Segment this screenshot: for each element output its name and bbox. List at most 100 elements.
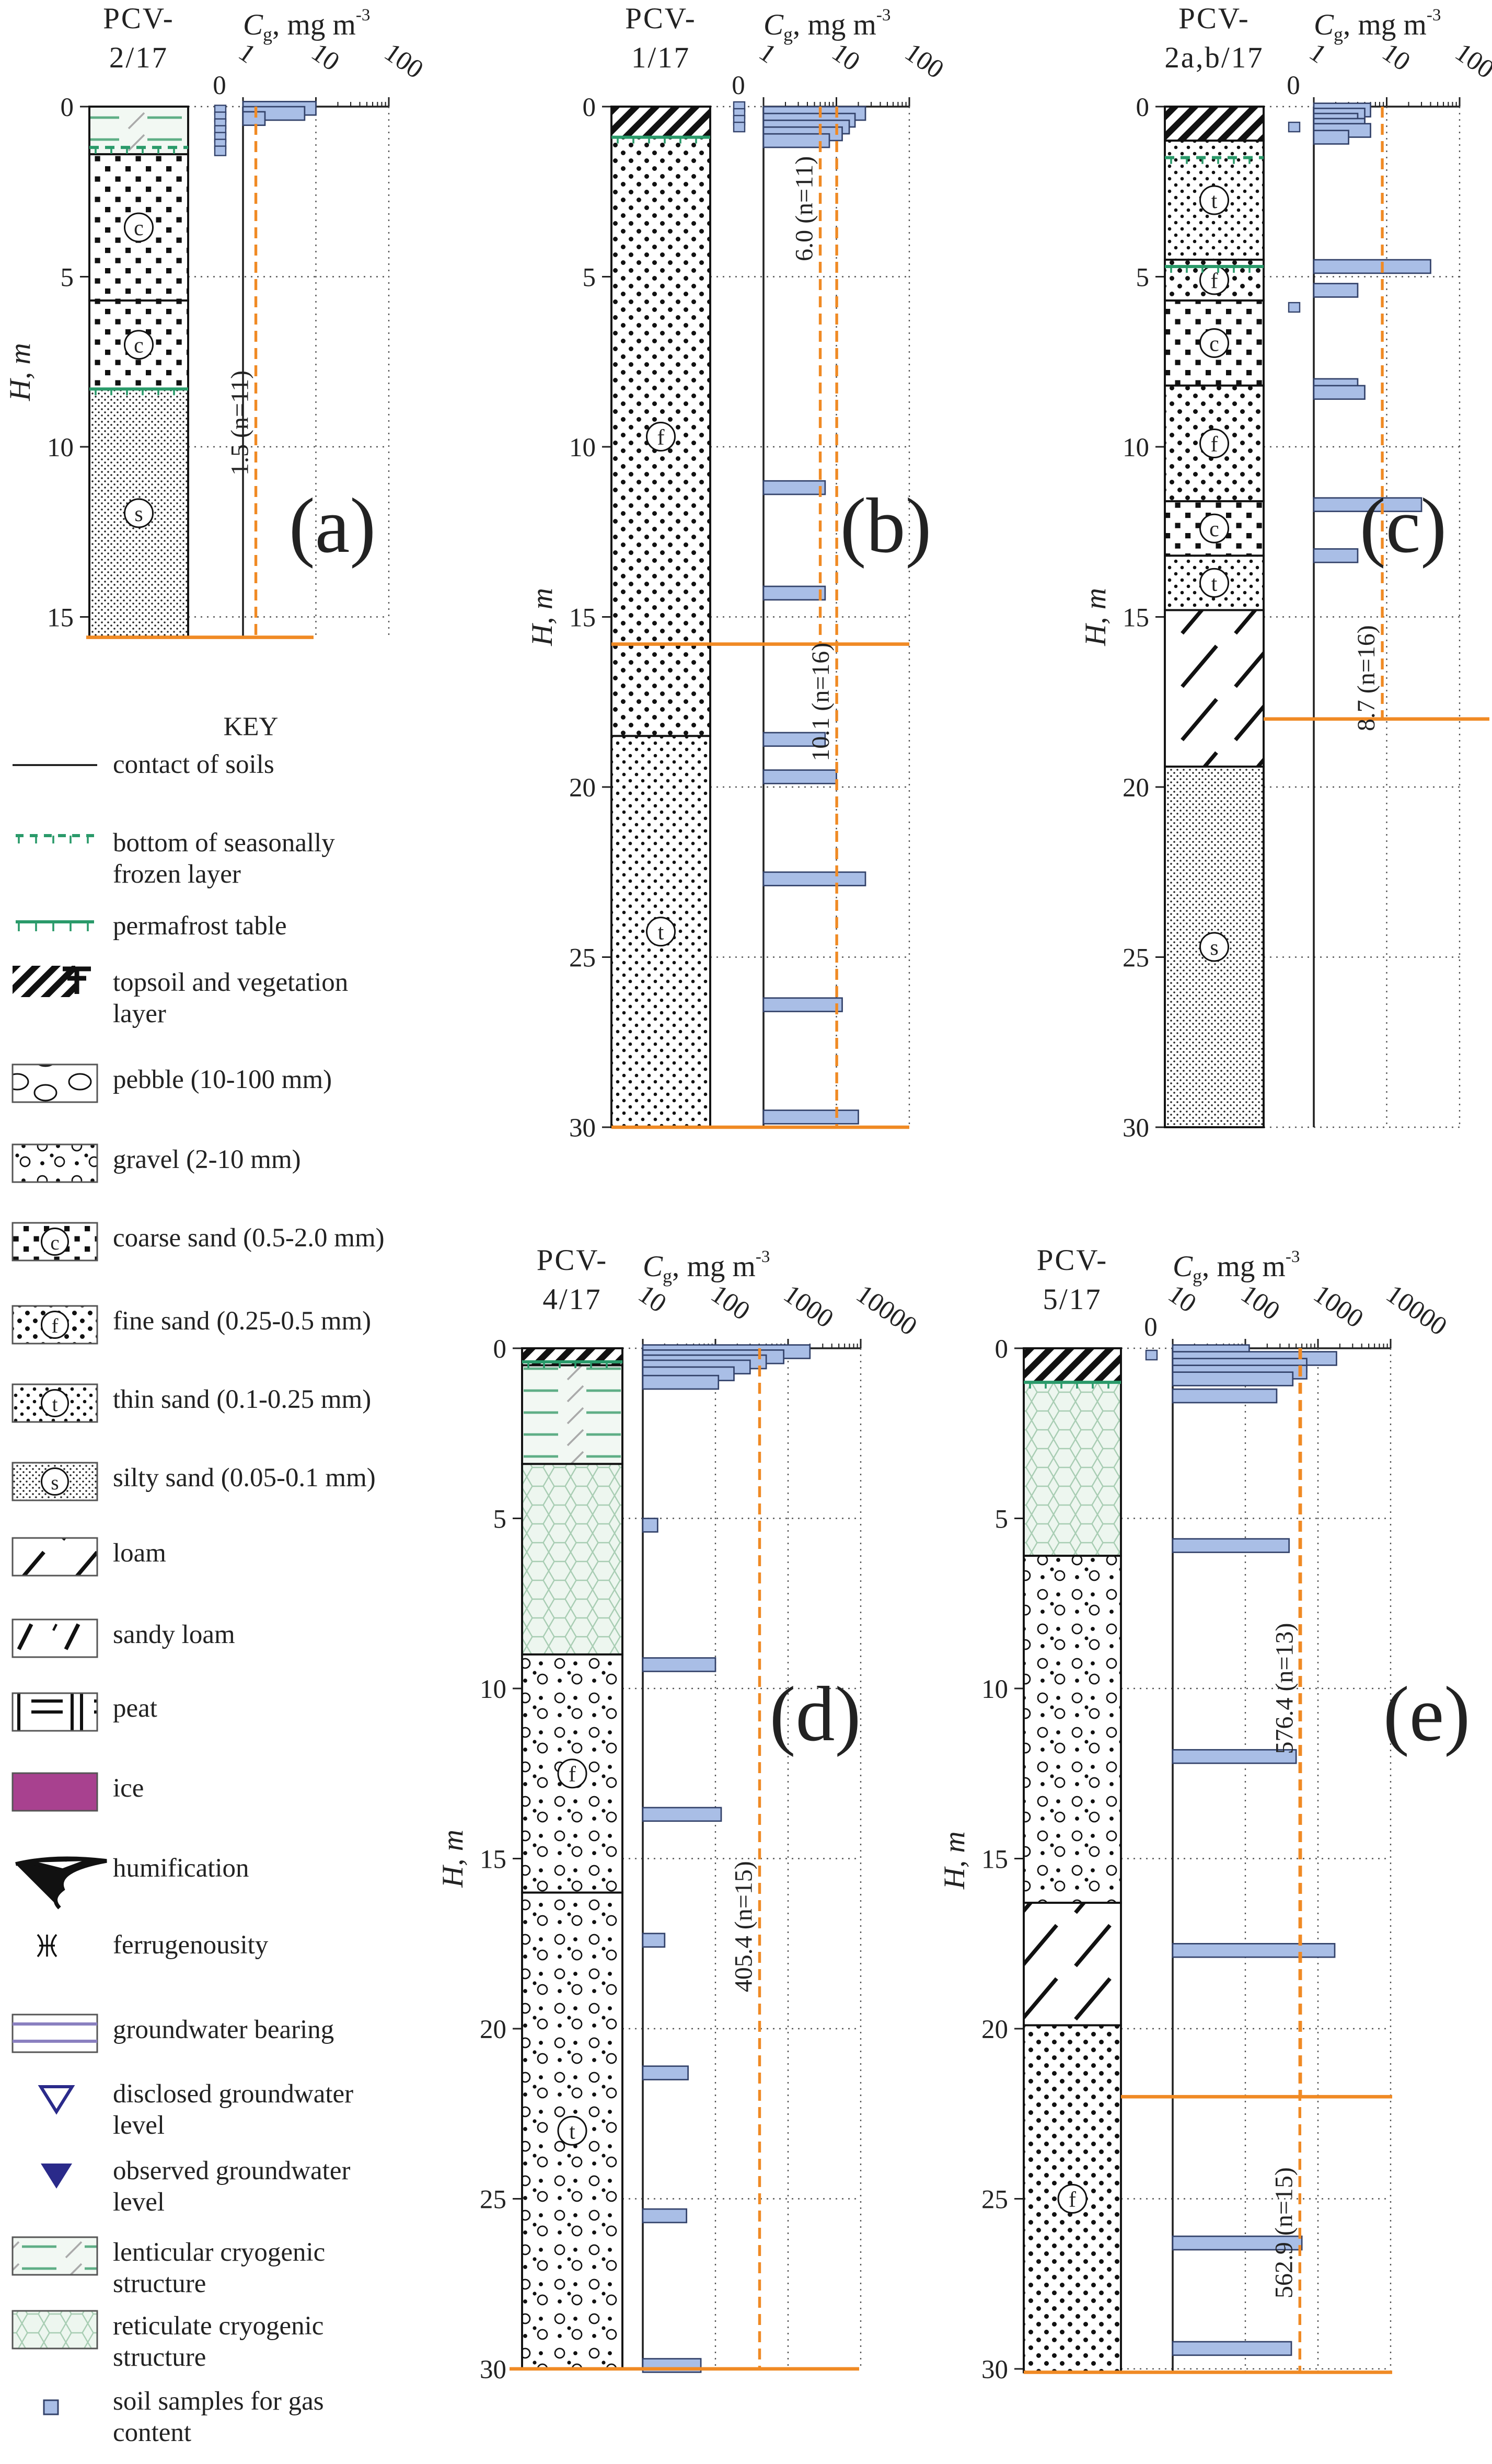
bar	[1313, 548, 1359, 563]
key-text: level	[113, 2188, 165, 2217]
y-tick-label: 15	[569, 603, 596, 632]
layer-symbol	[1199, 428, 1229, 458]
mean-label: 1.5 (n=11)	[226, 371, 254, 476]
key-text: thin sand (0.1-0.25 mm)	[113, 1385, 371, 1414]
well-name: PCV-	[625, 2, 697, 35]
soil-layer	[521, 1653, 623, 1894]
x-label-rest: , mg m	[1343, 8, 1427, 41]
y-tick-label: 10	[1123, 433, 1149, 462]
panel-label: (b)	[840, 482, 932, 569]
bar	[1313, 259, 1431, 274]
x-tick-label: 10	[1377, 38, 1416, 77]
key-swatch	[11, 1063, 98, 1103]
layer-label: f	[1210, 269, 1218, 293]
x-axis-label: Cg, mg m-3	[243, 6, 370, 45]
y-tick-label: 30	[569, 1114, 596, 1143]
y-tick-label: 20	[1123, 773, 1149, 803]
bar	[762, 480, 826, 495]
y-axis-label: H, m	[436, 1830, 469, 1888]
mean-label: 10.1 (n=16)	[807, 643, 835, 761]
x-label-sub: g	[263, 24, 272, 45]
well-name: PCV-	[1037, 1244, 1108, 1277]
key-letter: t	[52, 1393, 58, 1416]
key-text: humification	[113, 1854, 249, 1883]
layer-symbol	[645, 917, 676, 947]
key-letter-circle	[40, 1227, 69, 1256]
bar	[1172, 1388, 1278, 1404]
key-symbol	[40, 2163, 72, 2189]
x-label-main: C	[764, 8, 784, 41]
key-swatch	[11, 2236, 98, 2276]
well-name: PCV-	[103, 2, 175, 35]
layer-symbol	[557, 1759, 587, 1789]
zero-label: 0	[1287, 71, 1300, 100]
bar	[1313, 385, 1366, 400]
x-label-rest: , mg m	[793, 8, 876, 41]
key-symbol	[37, 1934, 57, 1958]
x-label-sup: -3	[1427, 6, 1441, 25]
key-text: pebble (10-100 mm)	[113, 1065, 332, 1094]
bar	[1172, 1749, 1297, 1764]
panel-label: (e)	[1383, 1671, 1470, 1757]
layer-label: s	[1210, 936, 1218, 960]
zero-sample	[214, 145, 227, 156]
soil-layer	[521, 1463, 623, 1656]
y-tick-label: 10	[480, 1675, 506, 1704]
zero-sample	[1288, 302, 1301, 313]
zero-label: 0	[213, 71, 226, 100]
key-text: structure	[113, 2269, 206, 2298]
layer-symbol	[1199, 932, 1229, 962]
bar	[762, 871, 866, 887]
x-tick-label: 100	[1235, 1279, 1285, 1326]
x-label-sub: g	[1193, 1266, 1202, 1287]
well-name: 1/17	[631, 41, 690, 74]
y-tick-label: 5	[60, 263, 74, 293]
key-text: ice	[113, 1774, 144, 1803]
key-letter-circle	[40, 1310, 69, 1339]
layer-label: f	[1069, 2188, 1076, 2212]
layer-label: s	[134, 502, 143, 526]
x-axis-label: Cg, mg m-3	[1173, 1247, 1300, 1287]
y-tick-label: 15	[480, 1845, 506, 1874]
x-label-sub: g	[783, 24, 793, 45]
x-tick-label: 1	[1304, 38, 1332, 69]
y-tick-label: 5	[493, 1505, 506, 1534]
layer-label: f	[1210, 432, 1218, 456]
key-symbol	[43, 2399, 59, 2415]
y-tick-label: 25	[569, 943, 596, 973]
layer-symbol	[123, 330, 154, 360]
well-name: PCV-	[537, 1244, 608, 1277]
key-text: structure	[113, 2343, 206, 2372]
x-tick-label: 1	[754, 38, 781, 69]
y-tick-label: 20	[480, 2015, 506, 2044]
bar	[642, 1657, 716, 1672]
mean-label: 562.9 (n=15)	[1270, 2167, 1298, 2298]
y-tick-label: 20	[569, 773, 596, 803]
soil-layer	[1023, 1902, 1122, 2027]
y-tick-label: 25	[1123, 943, 1149, 973]
layer-symbol	[1057, 2183, 1088, 2214]
bar	[1313, 497, 1422, 512]
bar	[242, 111, 266, 126]
y-tick-label: 15	[981, 1845, 1008, 1874]
layer-symbol	[557, 2115, 587, 2146]
y-tick-label: 0	[582, 93, 596, 122]
key-text: contact of soils	[113, 750, 274, 779]
layer-label: t	[1211, 189, 1218, 213]
key-letter: f	[52, 1315, 59, 1337]
soil-layer	[1164, 609, 1265, 768]
key-text: ferrugenousity	[113, 1930, 269, 1960]
layer-symbol	[1199, 568, 1229, 598]
x-tick-label: 100	[1450, 38, 1492, 85]
x-tick-label: 1000	[1308, 1279, 1369, 1334]
zero-sample	[1145, 1349, 1158, 1361]
zero-label: 0	[1144, 1313, 1158, 1342]
bar	[762, 997, 843, 1012]
mean-label: 576.4 (n=13)	[1271, 1623, 1299, 1754]
x-tick-label: 1	[233, 38, 261, 69]
y-tick-label: 15	[47, 603, 74, 632]
key-letter-circle	[40, 1389, 69, 1417]
x-label-sup: -3	[356, 6, 370, 25]
bar	[642, 2208, 688, 2224]
